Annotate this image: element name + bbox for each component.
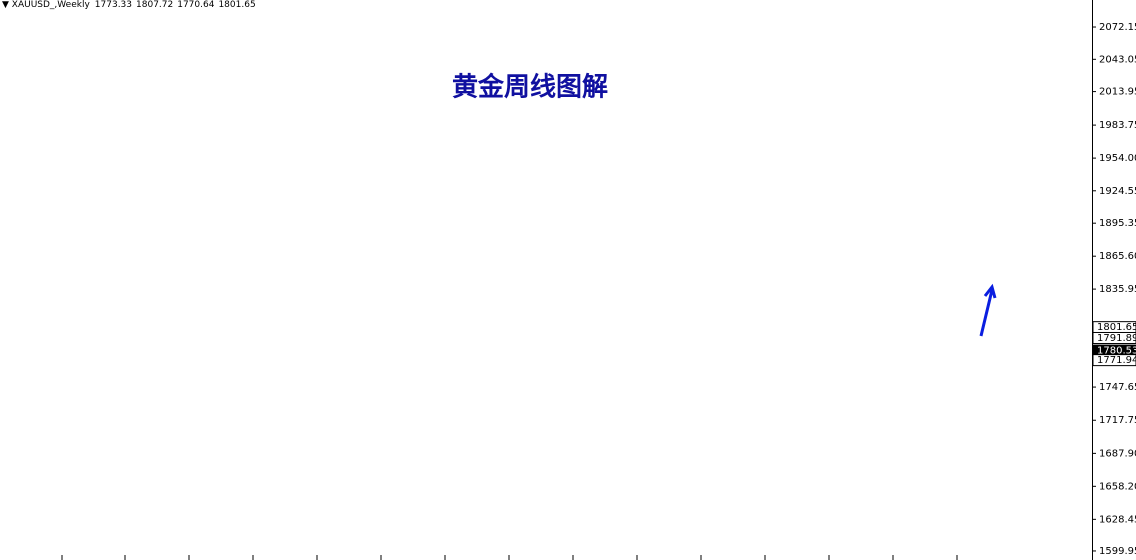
y-tick-label: 1687.90 [1099,448,1136,459]
symbol: XAUUSD_,Weekly [12,0,91,10]
header: ▼ XAUUSD_,Weekly 1773.33 1807.72 1770.64 180… [2,0,256,10]
y-tick-label: 2043.05 [1099,54,1136,65]
high: 1807.72 [136,0,173,10]
marker: ▼ [2,0,12,10]
low: 1770.64 [177,0,214,10]
y-tick-label: 1717.75 [1099,415,1136,426]
y-tick-label: 1983.75 [1099,120,1136,131]
chart-title: 黄金周线图解 [452,72,608,103]
y-tick-label: 1747.65 [1099,382,1136,393]
close: 1801.65 [218,0,255,10]
price-label: 1780.53 [1097,346,1136,357]
y-tick-label: 1628.45 [1099,514,1136,525]
price-label: 1801.65 [1097,322,1136,333]
y-tick-label: 1924.55 [1099,186,1136,197]
y-tick-label: 2013.95 [1099,87,1136,98]
y-tick-label: 1658.20 [1099,481,1136,492]
y-tick-label: 2072.15 [1099,22,1136,33]
y-tick-label: 1835.95 [1099,284,1136,295]
price-label: 1771.94 [1097,355,1136,366]
y-tick-label: 1599.95 [1099,546,1136,557]
y-tick-label: 1865.60 [1099,251,1136,262]
price-label-box [1092,354,1136,367]
y-tick-label: 1895.35 [1099,218,1136,229]
open: 1773.33 [95,0,132,10]
price-label: 1791.89 [1097,333,1136,344]
price-label-box [1092,331,1136,344]
trend-arrow [979,283,997,337]
axis-labels: 2072.15 2043.05 2013.95 1983.75 1954.00 1924.… [1092,22,1136,557]
y-tick-label: 1954.00 [1099,153,1136,164]
x-ticks [61,555,958,560]
